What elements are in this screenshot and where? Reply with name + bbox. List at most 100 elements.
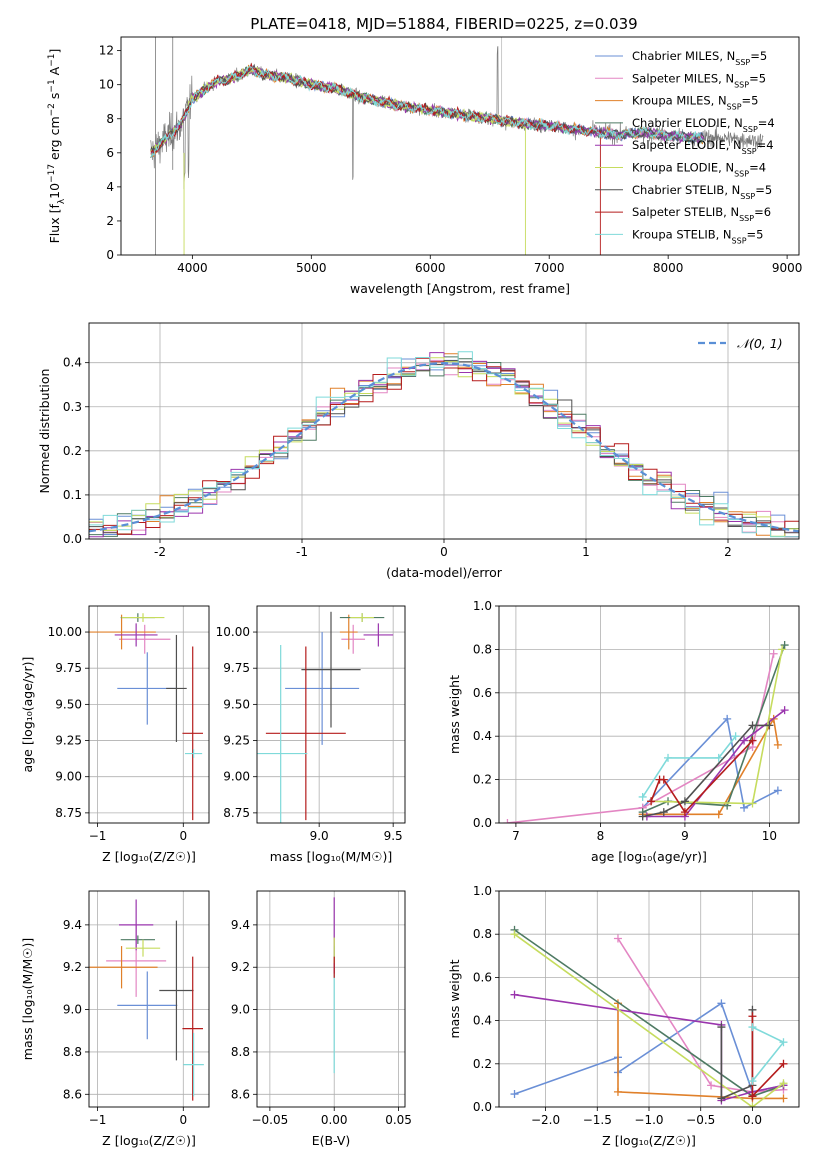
weight-marker [638, 792, 647, 801]
y-tick-label: 1.0 [473, 599, 492, 613]
panel-mass_vs_ebv: −0.05 0.00 0.05 8.6 8.8 9.0 9.2 9.4 E(B-V) [231, 890, 412, 1148]
y-tick-label: 8 [106, 112, 114, 126]
y-tick-label: 9.00 [223, 770, 250, 784]
y-tick-label: 9.25 [55, 734, 82, 748]
x-tick-label: 0.00 [321, 1113, 348, 1127]
legend-label-count: =5 [755, 183, 772, 197]
x-tick-label: 6000 [415, 261, 446, 275]
y-tick-label: 9.50 [223, 697, 250, 711]
y-axis-label: Normed distribution [37, 369, 52, 494]
weight-marker [503, 819, 512, 823]
weight-marker [659, 808, 668, 817]
model-line-chabrier-stelib [150, 63, 705, 153]
x-axis-label: Z [log₁₀(Z/Z☉)] [102, 1133, 196, 1148]
x-axis-label: E(B-V) [312, 1133, 351, 1148]
y-axis-label: mass weight [447, 675, 462, 754]
y-axis-label-part: −2 [47, 103, 57, 116]
axes-frame [498, 605, 800, 824]
panel-mass_vs_z: −1 0 8.6 8.8 9.0 9.2 9.4 Z [log₁₀(Z/Z☉)] mass [l… [20, 890, 210, 1148]
weight-marker [748, 1092, 757, 1101]
grid-lines [89, 606, 209, 823]
legend-label-name: Salpeter MILES, N [632, 71, 734, 85]
y-tick-label: 0.4 [473, 729, 492, 743]
legend-label: Kroupa MILES, NSSP=5 [632, 94, 758, 112]
weight-marker [779, 1038, 788, 1047]
x-axis-label: Z [log₁₀(Z/Z☉)] [602, 1133, 696, 1148]
legend-label: Chabrier STELIB, NSSP=5 [632, 183, 772, 201]
legend-label-count: =5 [747, 227, 764, 241]
y-axis-label-part: ] [47, 49, 62, 54]
y-tick-label: 10.00 [216, 625, 250, 639]
plot-layer: 4000 5000 6000 7000 8000 9000024681012wavelen… [20, 36, 802, 1148]
x-tick-label: -1 [296, 545, 308, 559]
y-tick-label: 6 [106, 146, 114, 160]
y-axis-label-part: λ [57, 198, 67, 204]
y-tick-label: 9.2 [63, 960, 82, 974]
legend-label-sub: SSP [743, 124, 758, 133]
weight-marker [659, 775, 668, 784]
x-axis-label: (data-model)/error [386, 565, 503, 580]
y-tick-label: 0.6 [473, 686, 492, 700]
plot-area [503, 641, 789, 823]
x-tick-label: −1.0 [634, 1113, 663, 1127]
axes-frame [256, 890, 406, 1108]
legend-label-name: Salpeter ELODIE, N [632, 138, 742, 152]
y-tick-label: 9.75 [223, 661, 250, 675]
y-axis-label-part: −17 [47, 164, 57, 183]
weight-marker [779, 1079, 788, 1088]
normal-reference-curve [89, 361, 799, 533]
y-tick-label: 0.3 [63, 400, 82, 414]
legend-label: Chabrier ELODIE, NSSP=4 [632, 116, 775, 133]
axes-frame [120, 36, 800, 256]
weight-marker [664, 753, 673, 762]
y-axis-label: mass [log₁₀(M/M☉)] [20, 938, 35, 1060]
y-tick-label: 8.6 [63, 1087, 82, 1101]
legend-label-name: Chabrier MILES, N [632, 49, 735, 63]
panel-age_vs_mass: 9.0 9.5 8.75 9.00 9.25 9.50 9.75 10.00 mass [log… [216, 605, 406, 864]
weight-marker [510, 1090, 519, 1099]
y-axis-label-part: −1 [47, 54, 57, 67]
weight-marker [740, 803, 749, 812]
x-axis-label: age [log₁₀(age/yr)] [591, 849, 707, 864]
axes: 9.0 9.5 8.75 9.00 9.25 9.50 9.75 10.00 mass [log… [216, 605, 406, 864]
weight-marker [613, 934, 622, 943]
y-tick-label: 9.0 [231, 1003, 250, 1017]
y-tick-label: 2 [106, 214, 114, 228]
weight-marker [714, 753, 723, 762]
legend-label: Salpeter ELODIE, NSSP=4 [632, 138, 774, 156]
x-tick-label: 1 [582, 545, 590, 559]
legend-label: Kroupa STELIB, NSSP=5 [632, 227, 763, 245]
y-tick-label: 9.75 [55, 661, 82, 675]
weight-marker [748, 721, 757, 730]
legend-label-name: Chabrier STELIB, N [632, 183, 740, 197]
y-tick-label: 9.50 [55, 697, 82, 711]
y-axis-label: Flux [fλ10−17 erg cm−2 s−1 A−1] [47, 49, 67, 244]
x-tick-label: 7000 [534, 261, 565, 275]
legend-label-count: =5 [749, 71, 766, 85]
y-tick-label: 8.8 [63, 1045, 82, 1059]
weight-marker [748, 1103, 757, 1107]
axes-frame [88, 322, 800, 540]
y-tick-label: 0.8 [473, 927, 492, 941]
x-tick-label: 9 [681, 829, 689, 843]
y-axis-label-part: s [47, 93, 62, 104]
x-tick-label: −0.05 [251, 1113, 288, 1127]
y-tick-label: 8.6 [231, 1087, 250, 1101]
x-tick-label: 2 [724, 545, 732, 559]
y-tick-label: 9.00 [55, 770, 82, 784]
legend-label: 𝒩(0, 1) [737, 336, 783, 351]
panel-weight_vs_age: 7 8 9 10 0.0 0.2 0.4 0.6 0.8 1.0 age [log₁₀(age/yr… [447, 599, 800, 864]
y-tick-label: 9.4 [231, 918, 250, 932]
weight-marker [748, 736, 757, 745]
weight-marker [613, 1087, 622, 1096]
weight-marker [748, 1077, 757, 1086]
y-tick-label: 0.6 [473, 970, 492, 984]
axes: 4000 5000 6000 7000 8000 9000 0 2 4 6 8 10 12 wavelen… [99, 36, 802, 296]
legend-label-count: =4 [757, 138, 774, 152]
plot-area [89, 899, 204, 1101]
weight-marker [780, 641, 789, 650]
x-tick-label: −1.5 [583, 1113, 612, 1127]
legend-label-name: Chabrier ELODIE, N [632, 116, 743, 130]
axes: 7 8 9 10 0.0 0.2 0.4 0.6 0.8 1.0 age [log₁₀(age/yr… [447, 599, 800, 864]
